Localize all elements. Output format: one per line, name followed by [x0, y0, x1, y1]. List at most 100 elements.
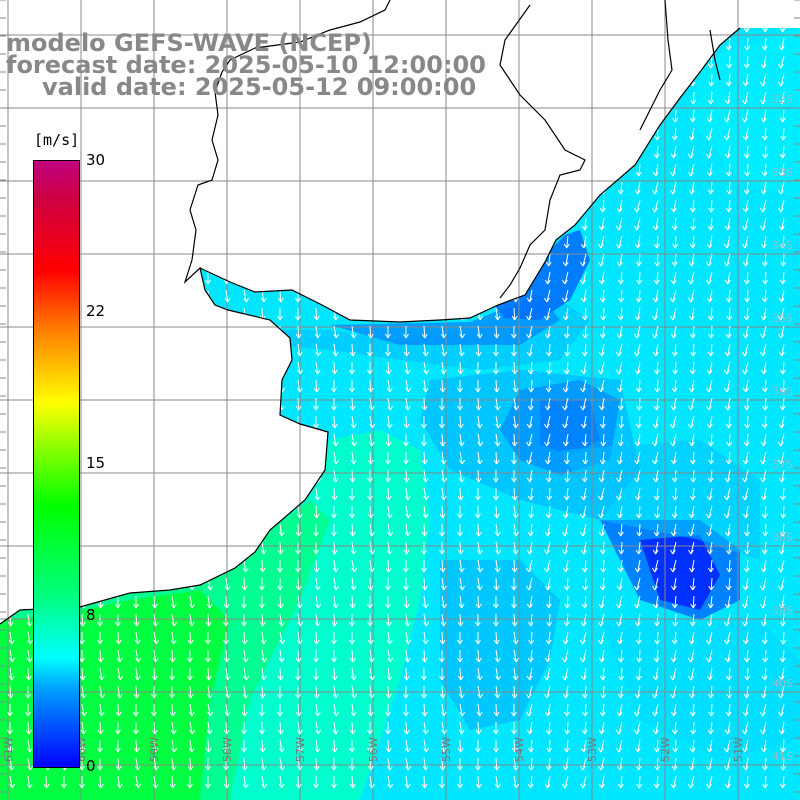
- wind-arrow: [168, 541, 175, 555]
- wind-arrow: [78, 523, 85, 537]
- wind-arrow: [706, 487, 713, 501]
- wind-arrow: [742, 127, 749, 141]
- wind-arrow: [8, 667, 15, 681]
- wind-arrow: [386, 127, 393, 141]
- wind-arrow: [331, 163, 338, 177]
- wind-arrow: [97, 271, 104, 285]
- wind-arrow: [778, 37, 785, 51]
- wind-arrow: [151, 721, 158, 735]
- wind-arrow: [687, 775, 695, 789]
- wind-arrow: [616, 109, 623, 123]
- wind-arrow: [457, 541, 464, 555]
- wind-arrow: [493, 757, 500, 771]
- wind-arrow: [441, 343, 448, 357]
- wind-arrow: [222, 253, 229, 267]
- wind-arrow: [636, 397, 643, 411]
- wind-arrow: [779, 775, 786, 789]
- wind-arrow: [495, 37, 502, 51]
- wind-arrow: [151, 541, 158, 555]
- wind-arrow: [475, 217, 482, 231]
- wind-arrow: [545, 91, 552, 105]
- wind-arrow: [708, 73, 715, 87]
- wind-arrow: [278, 739, 285, 753]
- wind-arrow: [24, 325, 31, 339]
- wind-arrow: [385, 361, 392, 375]
- wind-arrow: [544, 73, 551, 87]
- wind-arrow: [114, 235, 121, 249]
- wind-arrow: [582, 325, 589, 339]
- wind-arrow: [475, 721, 482, 735]
- latitude-label: 35S: [772, 312, 793, 325]
- wind-arrow: [27, 253, 34, 267]
- wind-arrow: [349, 109, 355, 123]
- wind-arrow: [688, 415, 695, 429]
- wind-arrow: [294, 541, 301, 555]
- wind-arrow: [600, 307, 607, 321]
- wind-arrow: [579, 631, 587, 645]
- wind-arrow: [543, 415, 551, 429]
- wind-arrow: [369, 541, 376, 555]
- wind-arrow: [204, 271, 211, 285]
- wind-arrow: [633, 703, 641, 717]
- wind-arrow: [25, 217, 32, 231]
- wind-arrow: [494, 55, 501, 69]
- wind-arrow: [512, 127, 519, 141]
- wind-arrow: [742, 739, 749, 753]
- wind-arrow: [474, 487, 481, 501]
- wind-arrow: [25, 541, 32, 555]
- wind-arrow: [742, 361, 749, 375]
- wind-arrow: [597, 487, 605, 501]
- wind-arrow: [117, 667, 124, 681]
- wind-arrow: [616, 703, 623, 717]
- wind-arrow: [545, 595, 552, 609]
- latitude-label: 33S: [772, 166, 793, 179]
- wind-arrow: [724, 343, 731, 357]
- wind-arrow: [295, 649, 302, 663]
- wind-arrow: [688, 127, 695, 141]
- wind-arrow: [441, 469, 448, 483]
- wind-arrow: [260, 253, 267, 267]
- wind-arrow: [387, 775, 394, 789]
- wind-arrow: [724, 631, 731, 645]
- wind-arrow: [440, 703, 447, 717]
- wind-arrow: [24, 199, 31, 213]
- wind-arrow: [760, 307, 767, 321]
- wind-arrow: [133, 613, 140, 627]
- wind-arrow: [511, 235, 518, 249]
- wind-arrow: [598, 631, 605, 645]
- wind-arrow: [761, 505, 768, 519]
- wind-arrow: [7, 739, 14, 753]
- wind-arrow: [26, 271, 33, 285]
- wind-arrow: [350, 199, 357, 213]
- wind-arrow: [97, 757, 103, 771]
- colorbar-tick-22: 22: [86, 302, 106, 320]
- wind-arrow: [616, 325, 623, 339]
- wind-arrow: [743, 181, 750, 195]
- wind-arrow: [562, 631, 569, 645]
- wind-arrow: [348, 613, 355, 627]
- wind-arrow: [582, 703, 589, 717]
- wind-arrow: [294, 667, 301, 681]
- wind-arrow: [476, 289, 483, 303]
- wind-arrow: [81, 199, 88, 213]
- wind-arrow: [439, 28, 445, 33]
- wind-arrow: [778, 415, 785, 429]
- wind-arrow: [331, 523, 337, 537]
- wind-arrow: [387, 649, 394, 663]
- wind-arrow: [545, 721, 552, 735]
- wind-arrow: [132, 217, 139, 231]
- wind-arrow: [527, 28, 534, 33]
- wind-arrow: [512, 541, 519, 555]
- wind-arrow: [708, 451, 715, 465]
- wind-arrow: [494, 685, 501, 699]
- wind-arrow: [778, 667, 785, 681]
- wind-arrow: [187, 505, 194, 519]
- wind-arrow: [617, 433, 624, 447]
- wind-arrow: [367, 577, 374, 591]
- wind-arrow: [617, 559, 624, 573]
- wind-arrow: [525, 181, 533, 195]
- wind-arrow: [403, 721, 410, 735]
- wind-arrow: [579, 757, 587, 771]
- wind-arrow: [759, 451, 767, 465]
- wind-arrow: [223, 505, 229, 519]
